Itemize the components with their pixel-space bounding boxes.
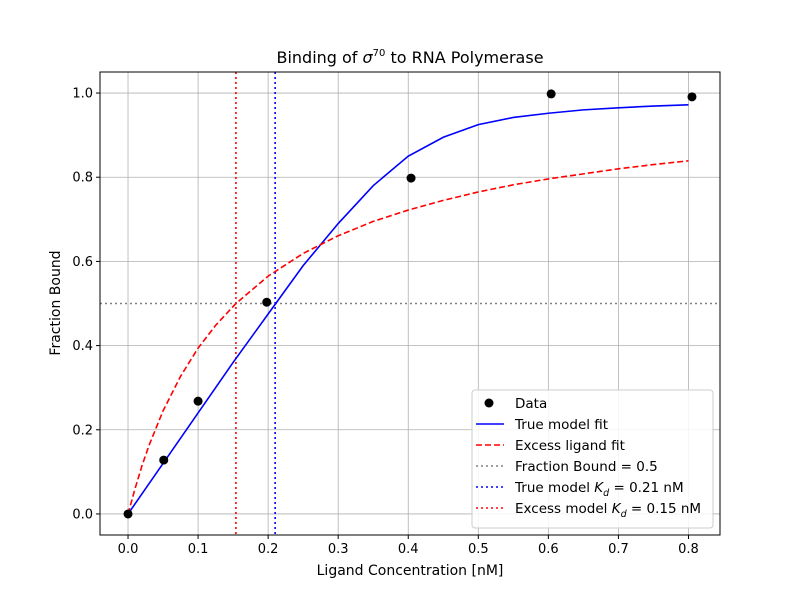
y-tick-label: 0.4 <box>72 339 93 354</box>
x-tick-label: 0.5 <box>468 542 489 557</box>
data-point <box>123 509 133 519</box>
y-tick-label: 1.0 <box>72 87 93 102</box>
data-point <box>262 297 272 307</box>
y-tick-label: 0.6 <box>72 255 93 270</box>
x-tick-label: 0.1 <box>188 542 209 557</box>
x-tick-label: 0.6 <box>538 542 559 557</box>
y-tick-label: 0.2 <box>72 423 93 438</box>
data-point <box>687 92 697 102</box>
x-axis-ticks: 0.0 0.1 0.2 0.3 0.4 0.5 0.6 0.7 0.8 <box>118 535 699 557</box>
legend-label: True model fit <box>514 417 608 433</box>
chart-title-superscript: 70 <box>373 48 386 59</box>
x-tick-label: 0.2 <box>258 542 279 557</box>
legend-label-text: Excess model <box>515 501 612 517</box>
legend-label: Data <box>515 396 547 412</box>
legend-label: Excess ligand fit <box>515 438 625 454</box>
y-axis-ticks: 0.0 0.2 0.4 0.6 0.8 1.0 <box>72 87 100 522</box>
chart-title-post: to RNA Polymerase <box>385 48 543 67</box>
legend-label-value: = 0.15 nM <box>627 501 701 517</box>
y-tick-label: 0.0 <box>72 507 93 522</box>
legend-label-text: True model <box>514 480 594 496</box>
legend-box <box>471 389 714 529</box>
data-point <box>193 396 203 406</box>
chart-title-pre: Binding of <box>276 48 362 67</box>
y-axis-label: Fraction Bound <box>48 250 64 355</box>
data-point <box>546 89 556 99</box>
chart-title-symbol: σ <box>363 48 374 67</box>
x-tick-label: 0.4 <box>398 542 419 557</box>
plot-frame <box>99 71 721 536</box>
x-tick-label: 0.7 <box>608 542 629 557</box>
data-point <box>159 455 169 465</box>
chart-title: Binding of σ70 to RNA Polymerase <box>276 48 543 67</box>
legend-label-value: = 0.21 nM <box>609 480 683 496</box>
legend-marker <box>484 398 494 408</box>
legend-label: True model Kd = 0.21 nM <box>514 480 684 499</box>
legend: Data True model fit Excess ligand fit Fract… <box>471 389 714 529</box>
excess-ligand-fit-line <box>127 160 689 515</box>
legend-label-symbol: K <box>594 480 604 496</box>
legend-label: Excess model Kd = 0.15 nM <box>515 501 701 520</box>
x-axis-label: Ligand Concentration [nM] <box>317 563 504 579</box>
legend-label-subscript: d <box>621 509 628 520</box>
data-series <box>123 89 697 519</box>
legend-label: Fraction Bound = 0.5 <box>515 459 658 475</box>
data-point <box>406 173 416 183</box>
legend-label-subscript: d <box>603 488 610 499</box>
x-tick-label: 0.0 <box>118 542 139 557</box>
legend-label-symbol: K <box>612 501 622 517</box>
true-model-fit-line <box>127 104 689 515</box>
x-tick-label: 0.3 <box>328 542 349 557</box>
x-tick-label: 0.8 <box>678 542 699 557</box>
y-tick-label: 0.8 <box>72 171 93 186</box>
